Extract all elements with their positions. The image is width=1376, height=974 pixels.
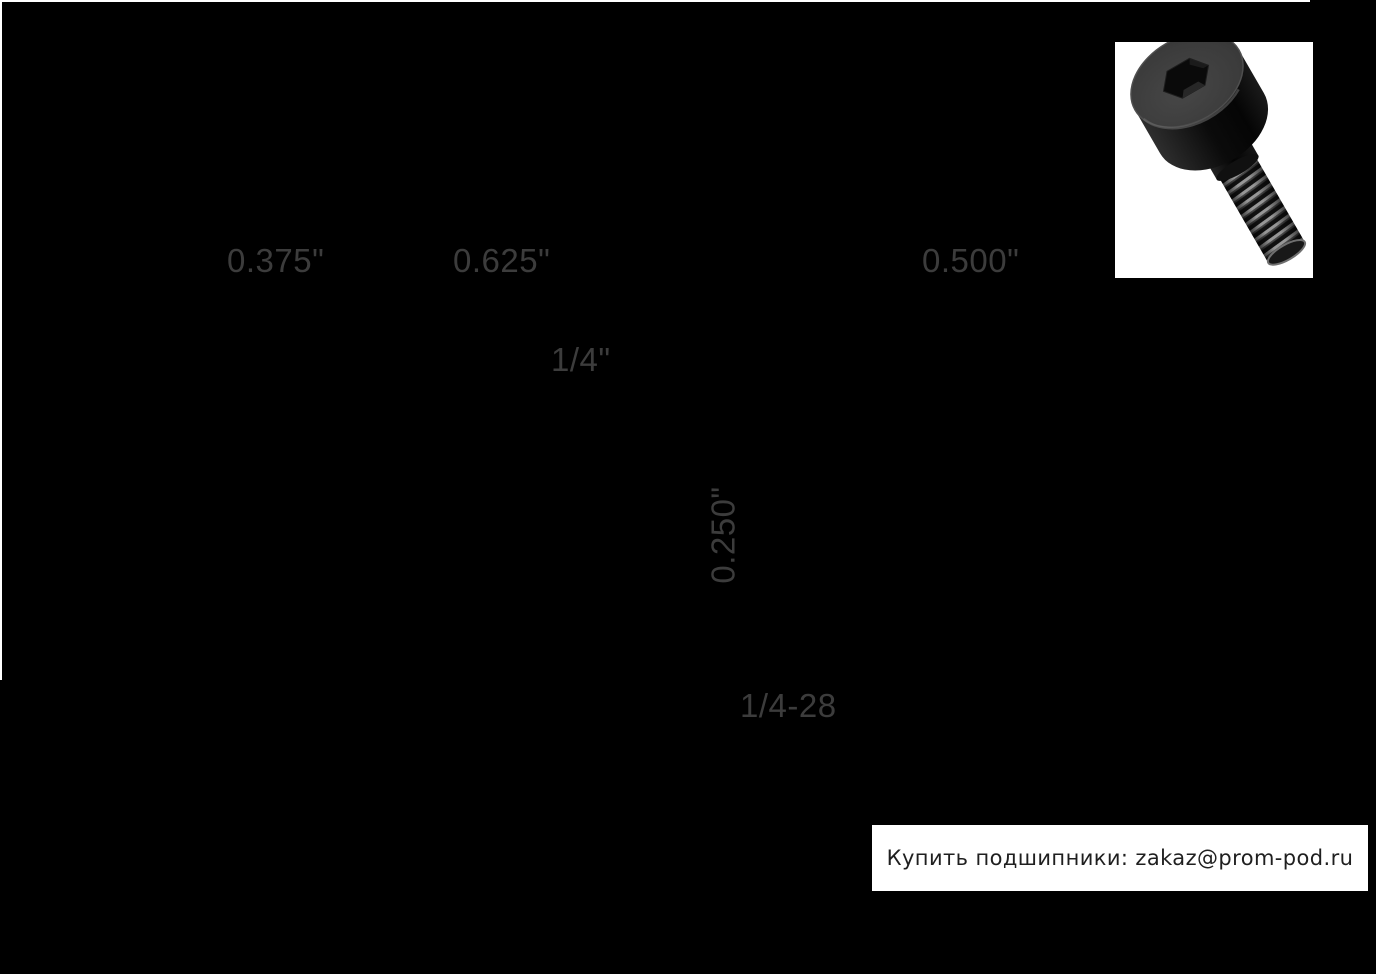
- dim-label-stud-diameter: 0.250": [704, 486, 742, 584]
- dim-label-roller-width: 0.375": [227, 242, 325, 279]
- dim-label-overall: 0.625": [453, 242, 551, 279]
- page-edge-line-top: [0, 0, 1310, 2]
- dim-label-thread-spec: 1/4-28: [740, 687, 837, 724]
- dim-label-quarter-inch: 1/4": [551, 341, 611, 378]
- dim-label-roller-diameter: 0.500": [922, 242, 1020, 279]
- page-edge-line-left: [0, 0, 2, 680]
- cam-follower-3d-render-icon: [1130, 42, 1307, 266]
- product-photo: [1115, 42, 1313, 278]
- contact-text: Купить подшипники: zakaz@prom-pod.ru: [886, 846, 1354, 870]
- contact-banner: Купить подшипники: zakaz@prom-pod.ru: [872, 825, 1368, 891]
